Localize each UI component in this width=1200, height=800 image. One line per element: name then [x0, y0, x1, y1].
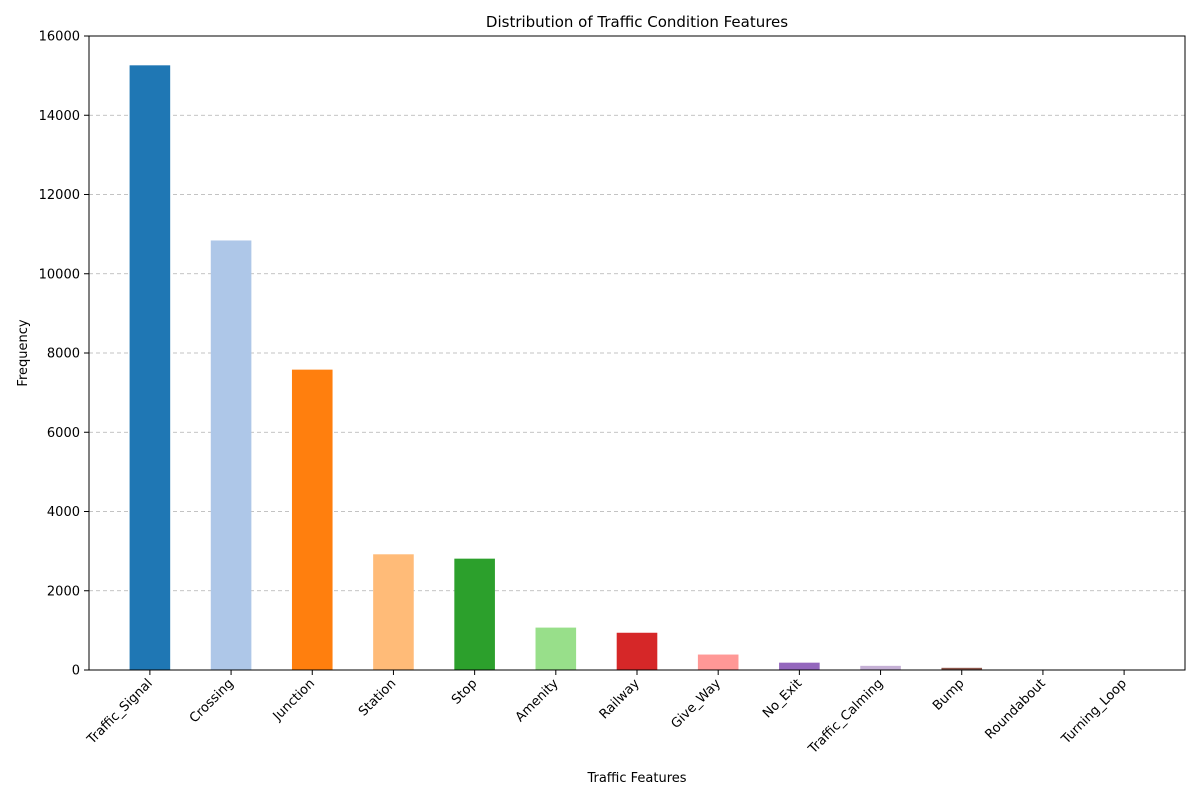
y-tick-label: 6000: [47, 426, 80, 441]
bar-crossing: [210, 240, 252, 670]
bar-no-exit: [779, 662, 820, 670]
x-tick-label: Stop: [449, 676, 481, 708]
bars: [129, 65, 1064, 670]
bar-give-way: [697, 654, 739, 670]
x-tick-label: Station: [356, 676, 399, 719]
x-axis-label: Traffic Features: [586, 771, 686, 786]
y-tick-label: 8000: [47, 347, 80, 362]
bar-traffic-calming: [860, 665, 901, 670]
y-tick-label: 2000: [47, 584, 80, 599]
x-tick-label: No_Exit: [760, 676, 805, 721]
y-axis-ticks: 0 2000 4000 6000 8000 10000 12000 14000 16000: [39, 30, 89, 679]
grid-lines: [89, 114, 1185, 592]
bar-traffic-signal: [129, 65, 171, 670]
y-tick-label: 14000: [39, 109, 80, 124]
bar-stop: [454, 558, 495, 670]
x-tick-label: Bump: [930, 676, 968, 714]
bar-bump: [941, 667, 983, 670]
x-tick-label: Traffic_Calming: [805, 676, 886, 757]
chart-title: Distribution of Traffic Condition Featur…: [486, 13, 788, 31]
x-tick-label: Railway: [597, 676, 643, 722]
x-tick-label: Roundabout: [983, 676, 1049, 742]
bar-railway: [616, 632, 658, 670]
bar-junction: [291, 369, 333, 670]
x-tick-label: Give_Way: [668, 676, 724, 732]
x-tick-label: Junction: [270, 676, 318, 724]
y-tick-label: 12000: [39, 188, 80, 203]
y-tick-label: 4000: [47, 505, 80, 520]
y-tick-label: 0: [72, 664, 80, 679]
x-tick-label: Turning_Loop: [1058, 676, 1130, 748]
x-tick-label: Amenity: [513, 676, 562, 725]
y-tick-label: 10000: [39, 267, 80, 282]
x-axis-ticks: Traffic_Signal Crossing Junction Station Sto…: [84, 670, 1130, 758]
y-tick-label: 16000: [39, 30, 80, 45]
x-tick-label: Crossing: [187, 676, 237, 726]
y-axis-label: Frequency: [16, 319, 31, 386]
bar-amenity: [535, 627, 577, 670]
bar-station: [373, 554, 414, 670]
x-tick-label: Traffic_Signal: [84, 676, 156, 748]
